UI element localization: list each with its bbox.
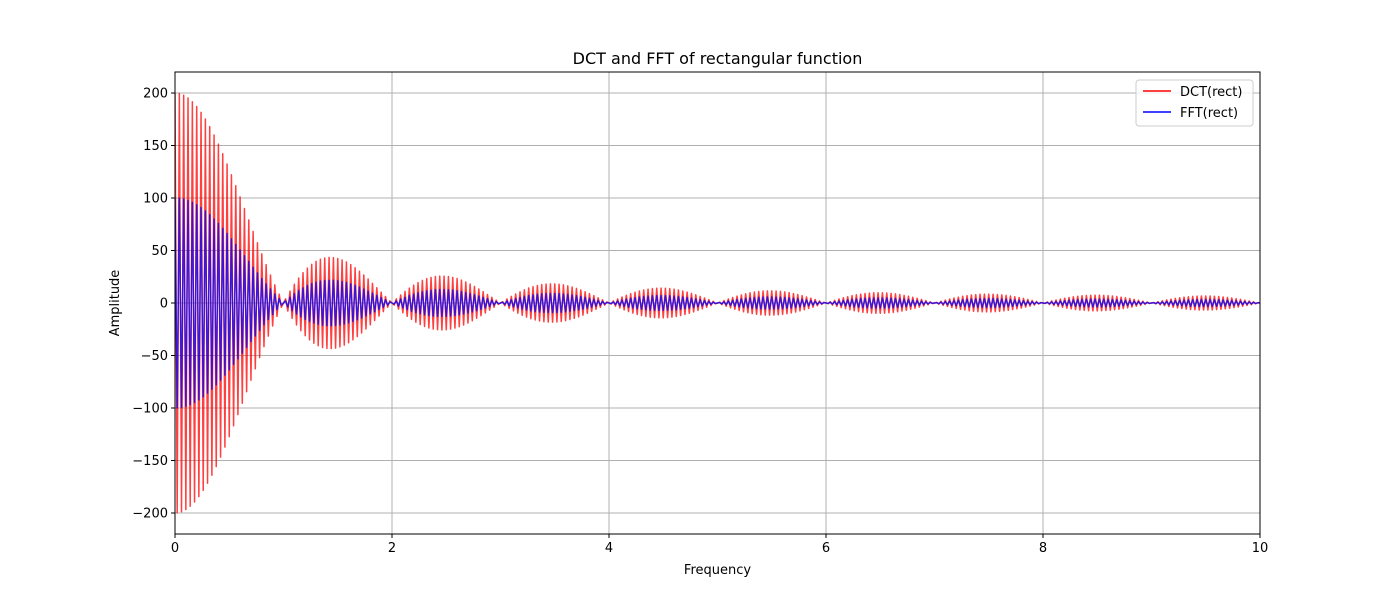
x-tick-label: 10: [1252, 541, 1269, 556]
series-layer: [175, 92, 1260, 514]
y-tick-label: −200: [132, 507, 168, 522]
y-tick-label: 150: [143, 139, 168, 154]
x-tick-label: 4: [605, 541, 613, 556]
y-tick-label: −50: [141, 349, 168, 364]
x-tick-label: 6: [822, 541, 830, 556]
chart-title: DCT and FFT of rectangular function: [573, 49, 863, 68]
y-tick-label: −100: [132, 402, 168, 417]
y-tick-label: 50: [151, 244, 168, 259]
x-axis-label: Frequency: [684, 563, 751, 578]
legend-label-dct: DCT(rect): [1180, 85, 1242, 100]
y-axis-label: Amplitude: [108, 270, 123, 337]
x-tick-label: 2: [388, 541, 396, 556]
x-tick-label: 8: [1039, 541, 1047, 556]
legend-label-fft: FFT(rect): [1180, 106, 1238, 121]
y-tick-label: 100: [143, 192, 168, 207]
y-tick-label: 200: [143, 87, 168, 102]
legend: DCT(rect) FFT(rect): [1135, 79, 1254, 127]
x-axis-ticks: 0 2 4 6 8 10: [171, 534, 1268, 556]
y-axis-ticks: 200 150 100 50 0 −50 −100 −150 −200: [132, 87, 175, 522]
y-tick-label: 0: [160, 297, 168, 312]
x-tick-label: 0: [171, 541, 179, 556]
y-tick-label: −150: [132, 454, 168, 469]
series-line-fft: [175, 197, 1260, 409]
